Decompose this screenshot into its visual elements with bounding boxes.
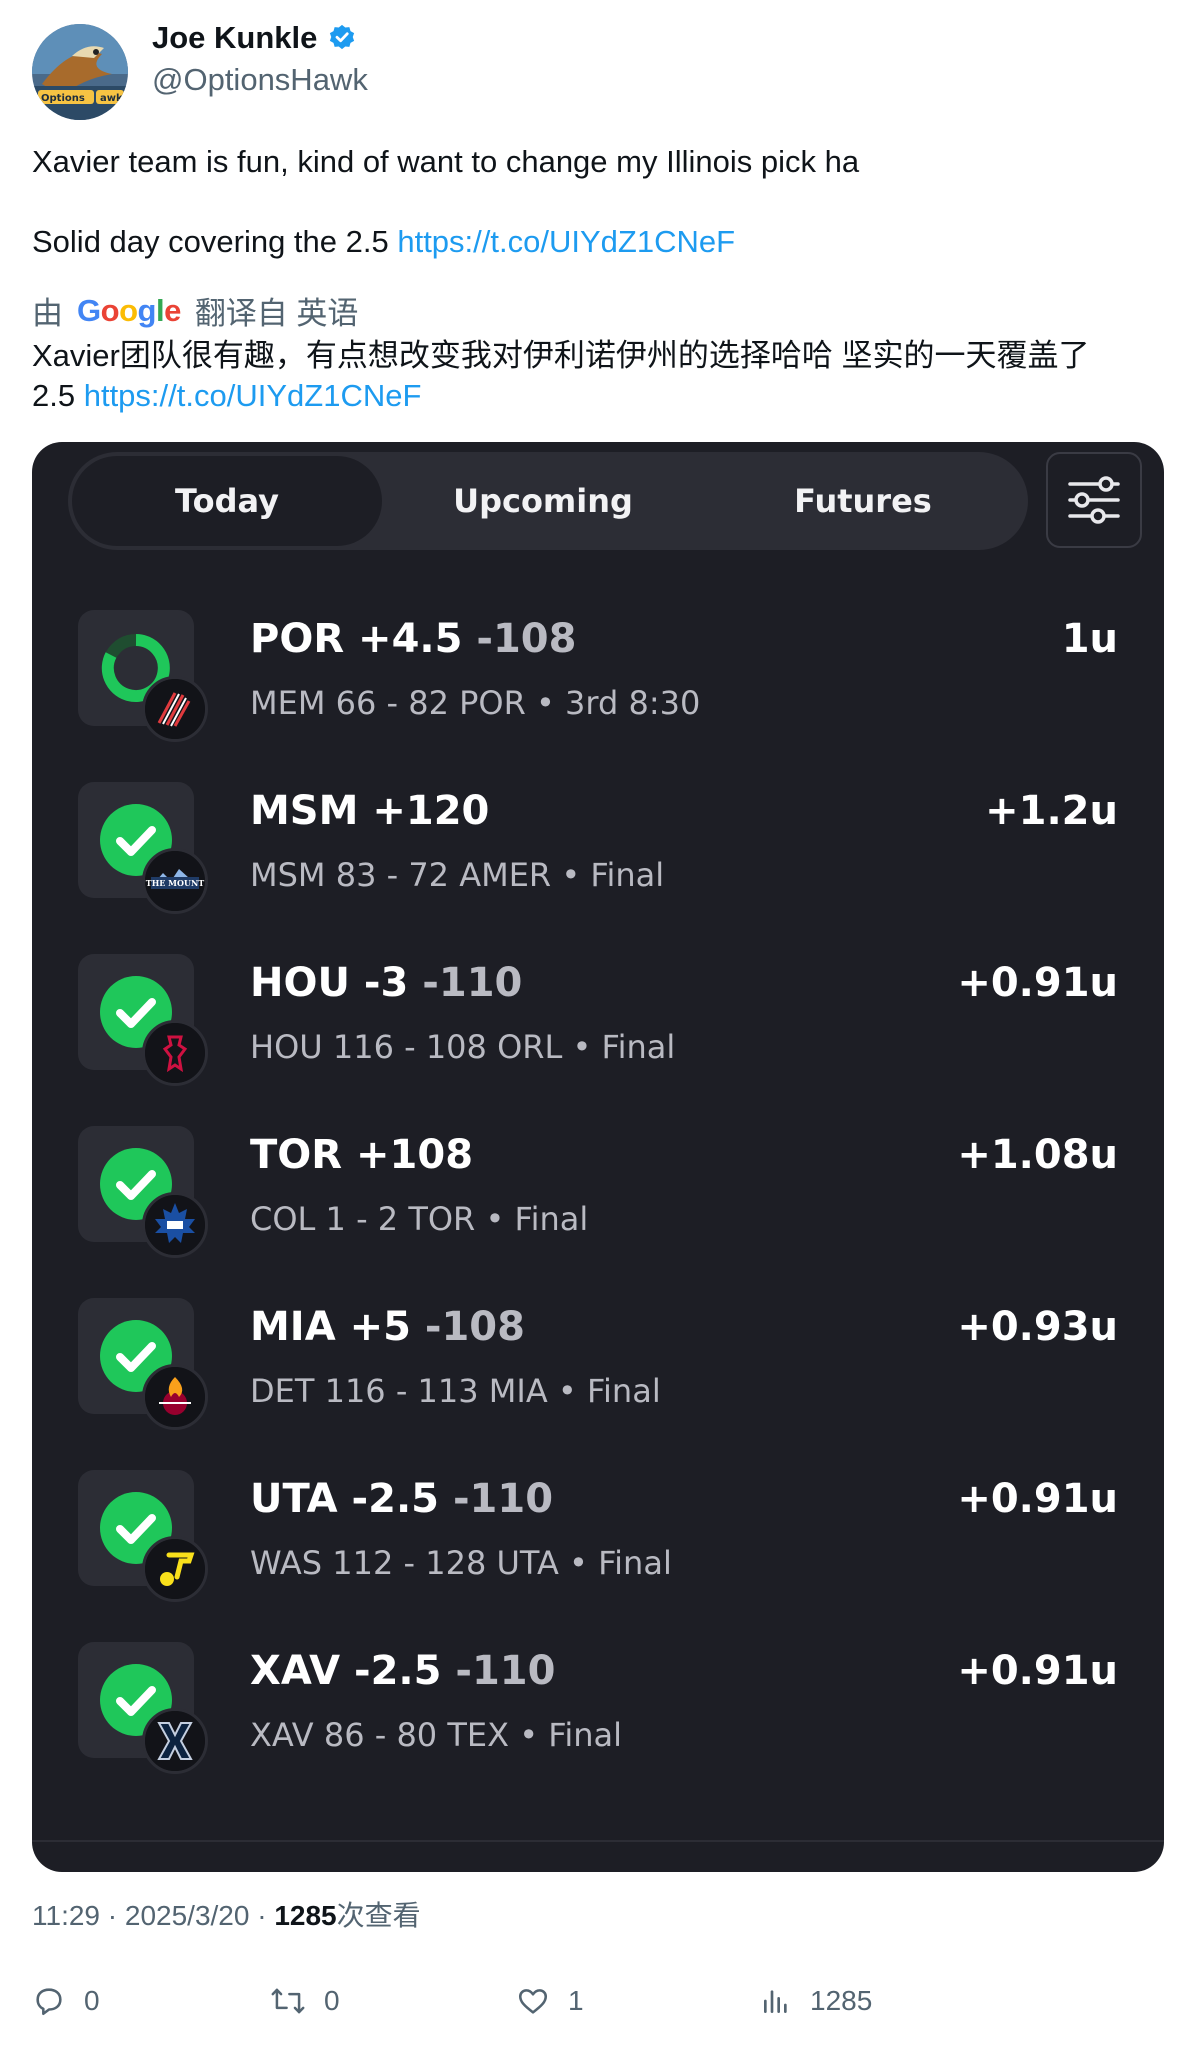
bet-pick-label: MIA +5 — [250, 1304, 411, 1350]
bet-odds: -110 — [439, 1476, 554, 1522]
views-suffix: 次查看 — [336, 1900, 421, 1931]
bet-odds: -108 — [462, 616, 577, 662]
bet-status-tile — [78, 1126, 194, 1242]
tab-today[interactable]: Today — [72, 456, 382, 546]
mount-icon: THE MOUNT — [142, 848, 208, 914]
tweet-timestamp: 11:29 · 2025/3/20 · 1285次查看 — [32, 1894, 421, 1934]
reply-icon — [36, 1988, 62, 2016]
author-name-row: Joe Kunkle — [152, 20, 357, 56]
hawk-avatar-image: Options awk — [32, 24, 128, 120]
views-count-action: 1285 — [810, 1985, 873, 2016]
filter-button[interactable] — [1046, 452, 1142, 548]
bet-score: WAS 112 - 128 UTA • Final — [250, 1544, 672, 1582]
jazz-icon — [142, 1536, 208, 1602]
views-button[interactable]: 1285 — [760, 1984, 872, 2018]
bet-status-tile — [78, 954, 194, 1070]
xavier-icon — [142, 1708, 208, 1774]
translate-from-link[interactable]: 翻译自 英语 — [194, 296, 359, 331]
tweet-text-line-2-prefix: Solid day covering the 2.5 — [32, 224, 398, 259]
author-name[interactable]: Joe Kunkle — [152, 20, 318, 55]
bet-units: +0.91u — [957, 960, 1118, 1006]
bet-row[interactable]: MIA +5 -108 DET 116 - 113 MIA • Final +0… — [32, 1298, 1164, 1470]
bet-pick-label: UTA -2.5 — [250, 1476, 440, 1522]
timestamp-text[interactable]: 11:29 · 2025/3/20 · — [32, 1900, 275, 1931]
bet-pick-label: XAV -2.5 — [250, 1648, 442, 1694]
verified-badge-icon — [330, 24, 355, 50]
reply-count: 0 — [84, 1985, 100, 2016]
bet-pick: TOR +108 — [250, 1132, 473, 1178]
bet-row[interactable]: POR +4.5 -108 MEM 66 - 82 POR • 3rd 8:30… — [32, 610, 1164, 782]
retweet-icon — [271, 1988, 305, 2014]
translate-by-label: 由 — [32, 296, 63, 331]
bet-units: 1u — [1061, 616, 1118, 662]
bet-score: DET 116 - 113 MIA • Final — [250, 1372, 661, 1410]
bet-score: COL 1 - 2 TOR • Final — [250, 1200, 589, 1238]
bet-row[interactable]: TOR +108 COL 1 - 2 TOR • Final +1.08u — [32, 1126, 1164, 1298]
heat-icon — [142, 1364, 208, 1430]
avatar[interactable]: Options awk — [32, 24, 128, 120]
translated-line-1: Xavier团队很有趣，有点想改变我对伊利诺伊州的选择哈哈 坚实的一天覆盖了 — [32, 338, 1090, 373]
retweet-button[interactable]: 0 — [270, 1984, 340, 2018]
svg-text:awk: awk — [100, 93, 123, 104]
google-logo: Google — [77, 292, 181, 328]
tweet-text-line-1: Xavier team is fun, kind of want to chan… — [32, 144, 860, 179]
bet-pick-label: POR +4.5 — [250, 616, 463, 662]
bet-pick: XAV -2.5 -110 — [250, 1648, 555, 1694]
maple-leafs-icon — [142, 1192, 208, 1258]
bet-pick-label: HOU -3 — [250, 960, 409, 1006]
author-handle[interactable]: @OptionsHawk — [152, 62, 368, 97]
translated-text: Xavier团队很有趣，有点想改变我对伊利诺伊州的选择哈哈 坚实的一天覆盖了 2… — [32, 336, 1172, 416]
tab-upcoming[interactable]: Upcoming — [453, 482, 633, 520]
bet-score: XAV 86 - 80 TEX • Final — [250, 1716, 622, 1754]
bet-units: +0.91u — [957, 1476, 1118, 1522]
bet-tracker-image[interactable]: Today Upcoming Futures PO — [32, 442, 1164, 1872]
blazers-icon — [142, 676, 208, 742]
bet-score: HOU 116 - 108 ORL • Final — [250, 1028, 676, 1066]
translated-line-2-prefix: 2.5 — [32, 378, 84, 413]
svg-text:THE MOUNT: THE MOUNT — [146, 878, 205, 888]
bet-pick-label: TOR +108 — [250, 1132, 474, 1178]
bet-pick-label: MSM +120 — [250, 788, 490, 834]
bet-units: +0.91u — [957, 1648, 1118, 1694]
bet-odds: -110 — [441, 1648, 556, 1694]
retweet-count: 0 — [324, 1985, 340, 2016]
reply-button[interactable]: 0 — [32, 1984, 100, 2018]
bet-pick: MSM +120 — [250, 788, 489, 834]
svg-text:Options: Options — [41, 93, 85, 104]
views-count: 1285 — [274, 1900, 337, 1931]
tab-futures[interactable]: Futures — [794, 482, 932, 520]
bet-pick: HOU -3 -110 — [250, 960, 522, 1006]
bet-row[interactable]: UTA -2.5 -110 WAS 112 - 128 UTA • Final … — [32, 1470, 1164, 1642]
bet-row[interactable]: THE MOUNT MSM +120 MSM 83 - 72 AMER • Fi… — [32, 782, 1164, 954]
divider — [32, 1840, 1164, 1842]
tweet-link[interactable]: https://t.co/UIYdZ1CNeF — [397, 224, 736, 259]
bet-row[interactable]: XAV -2.5 -110 XAV 86 - 80 TEX • Final +0… — [32, 1642, 1164, 1814]
bet-odds: -108 — [410, 1304, 525, 1350]
like-count: 1 — [568, 1985, 584, 2016]
analytics-icon — [764, 1990, 787, 2013]
bet-pick: UTA -2.5 -110 — [250, 1476, 553, 1522]
heart-icon — [518, 1989, 548, 2014]
bet-status-tile — [78, 1298, 194, 1414]
bet-score: MSM 83 - 72 AMER • Final — [250, 856, 665, 894]
bet-odds: -110 — [408, 960, 523, 1006]
bet-units: +1.2u — [985, 788, 1118, 834]
rockets-icon — [142, 1020, 208, 1086]
like-button[interactable]: 1 — [516, 1984, 584, 2018]
translation-attribution: 由 Google 翻译自 英语 — [32, 288, 358, 333]
tab-bar: Today Upcoming Futures — [68, 452, 1028, 550]
bet-units: +0.93u — [957, 1304, 1118, 1350]
tweet-text-line-2: Solid day covering the 2.5 https://t.co/… — [32, 224, 735, 260]
bet-pick: POR +4.5 -108 — [250, 616, 576, 662]
bet-row[interactable]: HOU -3 -110 HOU 116 - 108 ORL • Final +0… — [32, 954, 1164, 1126]
bet-score: MEM 66 - 82 POR • 3rd 8:30 — [250, 684, 701, 722]
sliders-icon — [1068, 476, 1120, 524]
bet-units: +1.08u — [957, 1132, 1118, 1178]
translated-link[interactable]: https://t.co/UIYdZ1CNeF — [83, 378, 422, 413]
bet-pick: MIA +5 -108 — [250, 1304, 525, 1350]
